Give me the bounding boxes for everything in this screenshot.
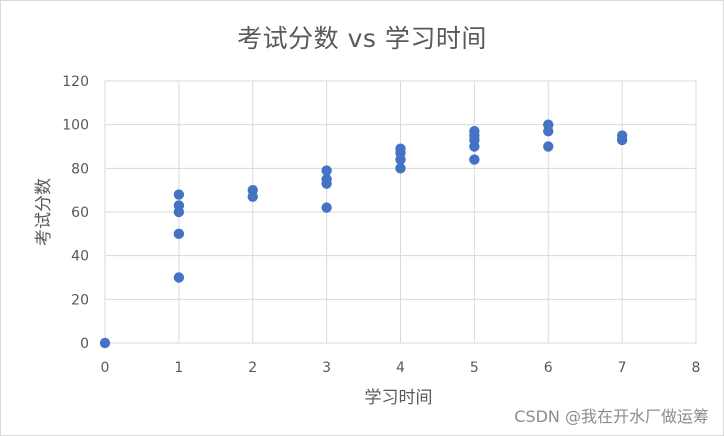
y-tick-label: 60 — [71, 205, 89, 221]
y-tick-label: 0 — [80, 336, 89, 352]
data-point — [321, 165, 332, 176]
x-tick-label: 4 — [396, 360, 405, 376]
data-point — [247, 184, 258, 196]
y-tick-label: 100 — [62, 118, 89, 134]
data-point — [99, 337, 111, 349]
data-point — [321, 174, 332, 185]
y-axis-label: 考试分数 — [34, 178, 54, 246]
chart-title: 考试分数 vs 学习时间 — [237, 24, 487, 53]
data-point — [543, 141, 554, 152]
x-tick-label: 6 — [544, 360, 553, 376]
x-axis-label: 学习时间 — [365, 388, 433, 408]
x-tick-label: 3 — [322, 360, 331, 376]
data-point — [616, 130, 628, 141]
data-point — [395, 163, 406, 174]
data-point — [543, 119, 554, 130]
data-point — [469, 126, 480, 137]
y-tick-label: 20 — [71, 292, 89, 308]
data-point — [321, 202, 332, 213]
watermark: CSDN @我在开水厂做运筹 — [514, 407, 709, 426]
tick-label-layer: 0 20 40 60 80 100 120 0 1 2 3 4 5 6 7 8 — [62, 74, 700, 376]
data-point — [173, 228, 185, 240]
data-point-layer — [99, 119, 628, 349]
data-point — [469, 154, 480, 165]
y-tick-label: 40 — [71, 249, 89, 265]
x-tick-label: 8 — [692, 360, 701, 376]
x-tick-label: 7 — [618, 360, 627, 376]
x-tick-label: 0 — [101, 360, 110, 376]
data-point — [173, 272, 185, 283]
data-point — [173, 189, 185, 200]
grid-layer — [104, 80, 697, 344]
x-tick-label: 2 — [248, 360, 257, 376]
data-point — [173, 200, 185, 211]
data-point — [395, 143, 406, 154]
y-tick-label: 80 — [71, 161, 89, 177]
x-tick-label: 5 — [470, 360, 479, 376]
y-tick-label: 120 — [62, 74, 89, 90]
x-tick-label: 1 — [174, 360, 183, 376]
